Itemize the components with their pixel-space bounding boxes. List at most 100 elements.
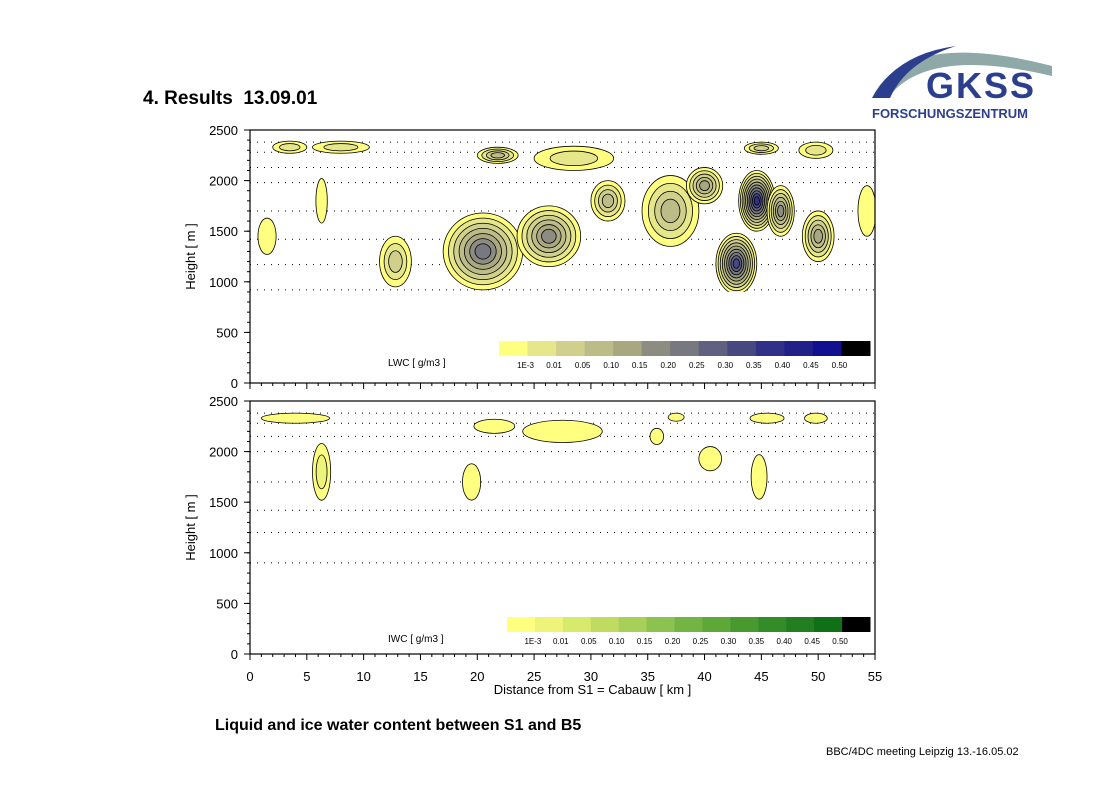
contour-field xyxy=(257,140,875,292)
x-tick-label: 30 xyxy=(584,669,598,684)
contour-cell xyxy=(315,454,328,490)
colorbar-level-label: 0.05 xyxy=(575,361,591,370)
colorbar-swatch xyxy=(556,341,586,356)
x-tick-label: 15 xyxy=(413,669,427,684)
colorbar-level-label: 0.25 xyxy=(689,361,705,370)
contour-cell xyxy=(473,418,516,434)
y-tick-label: 1000 xyxy=(209,546,238,561)
colorbar-level-label: 1E-3 xyxy=(524,637,541,646)
contour-cell xyxy=(777,204,785,218)
colorbar-swatch xyxy=(786,617,815,632)
colorbar-level-label: 0.10 xyxy=(603,361,619,370)
contour-cell xyxy=(541,228,557,244)
y-tick-label: 500 xyxy=(216,325,238,340)
contour-cell xyxy=(699,180,710,192)
y-tick-label: 2500 xyxy=(209,394,238,409)
contour-cell xyxy=(522,419,603,443)
colorbar-swatch xyxy=(618,617,648,632)
colorbar-swatch xyxy=(613,341,643,356)
contour-cell xyxy=(549,150,599,167)
colorbar-swatch xyxy=(562,617,592,632)
colorbar-level-label: 0.10 xyxy=(609,637,625,646)
colorbar-level-label: 0.40 xyxy=(775,361,791,370)
y-tick-label: 500 xyxy=(216,596,238,611)
logo-text: GKSS xyxy=(926,65,1036,106)
contour-cell xyxy=(857,185,875,237)
colorbar-level-label: 0.45 xyxy=(803,361,819,370)
contour-field xyxy=(260,412,828,501)
contour-cell xyxy=(601,193,615,208)
colorbar-label: LWC [ g/m3 ] xyxy=(388,358,446,369)
colorbar-level-label: 1E-3 xyxy=(517,361,534,370)
footer-note: BBC/4DC meeting Leipzig 13.-16.05.02 xyxy=(826,746,1019,758)
colorbar-swatch xyxy=(730,617,759,632)
colorbar-swatch xyxy=(534,617,564,632)
x-tick-label: 20 xyxy=(470,669,484,684)
contour-cell xyxy=(257,217,277,255)
contour-cell xyxy=(804,412,828,424)
colorbar-level-label: 0.20 xyxy=(665,637,681,646)
colorbar-level-label: 0.30 xyxy=(718,361,734,370)
logo-subtitle: FORSCHUNGSZENTRUM xyxy=(872,106,1028,121)
x-tick-label: 50 xyxy=(811,669,825,684)
x-tick-label: 45 xyxy=(754,669,768,684)
colorbar-level-label: 0.40 xyxy=(776,637,792,646)
contour-cell xyxy=(667,412,685,422)
contour-cell xyxy=(805,144,827,156)
y-tick-label: 1000 xyxy=(209,275,238,290)
x-tick-label: 25 xyxy=(527,669,541,684)
contour-cell xyxy=(753,196,760,206)
colorbar-swatch xyxy=(814,617,843,632)
contour-cell xyxy=(323,143,359,152)
y-tick-label: 2500 xyxy=(209,123,238,138)
contour-cell xyxy=(474,243,492,260)
colorbar-level-label: 0.01 xyxy=(546,361,562,370)
colorbar-swatch xyxy=(727,341,757,356)
plot-frame xyxy=(249,400,876,655)
y-tick-label: 1500 xyxy=(209,224,238,239)
contour-cell xyxy=(462,463,482,501)
x-tick-label: 55 xyxy=(868,669,882,684)
contour-cell xyxy=(260,412,330,424)
colorbar-level-label: 0.15 xyxy=(632,361,648,370)
colorbar-swatch xyxy=(842,617,871,632)
x-axis-label: Distance from S1 = Cabauw [ km ] xyxy=(494,682,692,697)
contour-cell xyxy=(749,412,785,424)
y-tick-label: 2000 xyxy=(209,174,238,189)
contour-cell xyxy=(698,446,722,472)
colorbar-swatch xyxy=(755,341,785,356)
colorbar-swatch xyxy=(812,341,842,356)
colorbar-swatch xyxy=(641,341,671,356)
colorbar-swatch xyxy=(702,617,731,632)
colorbar-swatch xyxy=(758,617,787,632)
contour-cell xyxy=(732,258,740,269)
x-tick-label: 35 xyxy=(640,669,654,684)
colorbar-level-label: 0.01 xyxy=(553,637,569,646)
chart-panel-2: 0 500 1000 1500 2000 2500 Height [ m ] 0 5 10 15 20… xyxy=(183,394,882,697)
logo-swoosh xyxy=(872,46,956,98)
y-axis-label: Height [ m ] xyxy=(183,494,198,560)
colorbar-swatch xyxy=(784,341,814,356)
y-tick-label: 0 xyxy=(231,376,238,391)
contour-cell xyxy=(813,228,823,244)
colorbar-level-label: 0.30 xyxy=(721,637,737,646)
x-tick-label: 0 xyxy=(246,669,253,684)
plot-frame xyxy=(249,129,876,384)
y-tick-label: 0 xyxy=(231,647,238,662)
colorbar-level-label: 0.15 xyxy=(637,637,653,646)
colorbar-level-label: 0.25 xyxy=(693,637,709,646)
y-axis-label: Height [ m ] xyxy=(183,223,198,289)
contour-cell xyxy=(750,454,768,500)
colorbar-swatch xyxy=(527,341,557,356)
y-tick-label: 2000 xyxy=(209,445,238,460)
gkss-logo: GKSS FORSCHUNGSZENTRUM xyxy=(872,46,1052,121)
x-tick-label: 5 xyxy=(303,669,310,684)
colorbar-level-label: 0.35 xyxy=(746,361,762,370)
x-tick-label: 10 xyxy=(356,669,370,684)
contour-cell xyxy=(490,152,505,159)
colorbar-swatch xyxy=(841,341,871,356)
colorbar-level-label: 0.20 xyxy=(660,361,676,370)
colorbar-swatch xyxy=(499,341,529,356)
colorbar-swatch xyxy=(698,341,728,356)
